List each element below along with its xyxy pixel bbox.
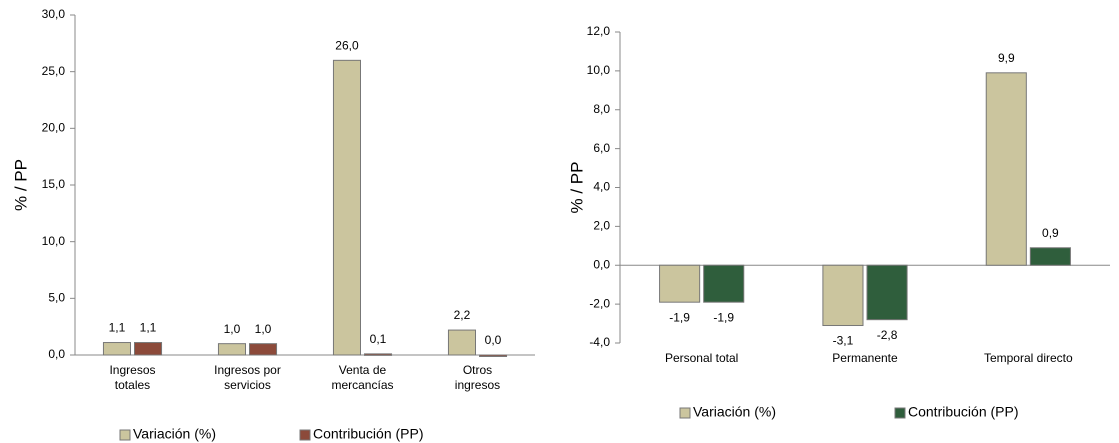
bar (822, 264, 864, 327)
legend-label: Contribución (PP) (313, 426, 424, 442)
y-tick-label: 2,0 (593, 219, 610, 233)
y-axis-label: % / PP (11, 159, 30, 211)
x-tick-label: Venta de mercancías (331, 363, 394, 392)
data-label: 1,1 (109, 321, 126, 335)
data-label: -3,1 (833, 334, 854, 348)
y-tick-label: -2,0 (589, 296, 610, 310)
y-tick-label: 10,0 (587, 63, 611, 77)
data-label: -2,8 (877, 328, 898, 342)
y-tick-label: 15,0 (42, 177, 66, 191)
legend-label: Variación (%) (693, 404, 776, 420)
bar (332, 59, 362, 356)
y-tick-label: 30,0 (42, 7, 66, 21)
y-tick-label: 8,0 (593, 102, 610, 116)
y-tick-label: 4,0 (593, 180, 610, 194)
x-tick-label: Ingresos por servicios (214, 363, 281, 392)
y-tick-label: 10,0 (42, 234, 66, 248)
y-tick-label: 0,0 (48, 347, 65, 361)
data-label: 26,0 (335, 39, 359, 53)
data-label: 0,0 (485, 333, 502, 347)
y-tick-label: 12,0 (587, 24, 611, 38)
y-tick-label: 20,0 (42, 121, 66, 135)
x-tick-label: Temporal directo (983, 351, 1073, 365)
bar (249, 343, 278, 356)
data-label: 2,2 (454, 308, 471, 322)
bar (985, 72, 1027, 266)
bar (447, 329, 477, 356)
data-label: 1,0 (255, 322, 272, 336)
legend-swatch (299, 429, 311, 441)
legend-swatch (119, 429, 131, 441)
bar (659, 264, 701, 303)
legend-swatch (894, 407, 906, 419)
x-tick-label: Otros ingresos (454, 363, 501, 392)
y-tick-label: 0,0 (593, 257, 610, 271)
bar (703, 264, 745, 303)
x-tick-label: Ingresos totales (109, 363, 156, 392)
data-label: -1,9 (713, 310, 734, 324)
data-label: 9,9 (998, 51, 1015, 65)
bar (479, 354, 508, 357)
legend-label: Variación (%) (133, 426, 216, 442)
bar (217, 343, 246, 356)
data-label: 0,1 (370, 332, 387, 346)
y-tick-label: 6,0 (593, 141, 610, 155)
data-label: 0,9 (1042, 226, 1059, 240)
bar (134, 342, 163, 356)
bar (364, 353, 393, 356)
y-tick-label: 25,0 (42, 64, 66, 78)
x-tick-label: Personal total (664, 351, 739, 365)
y-axis-label: % / PP (567, 162, 586, 214)
data-label: 1,1 (140, 321, 157, 335)
y-tick-label: -4,0 (589, 335, 610, 349)
legend-swatch (679, 407, 691, 419)
bar (102, 342, 131, 356)
bar (1029, 247, 1071, 266)
data-label: -1,9 (669, 310, 690, 324)
bar (866, 264, 908, 321)
data-label: 1,0 (224, 322, 241, 336)
y-tick-label: 5,0 (48, 291, 65, 305)
x-tick-label: Permanente (832, 351, 898, 365)
legend-label: Contribución (PP) (908, 404, 1019, 420)
